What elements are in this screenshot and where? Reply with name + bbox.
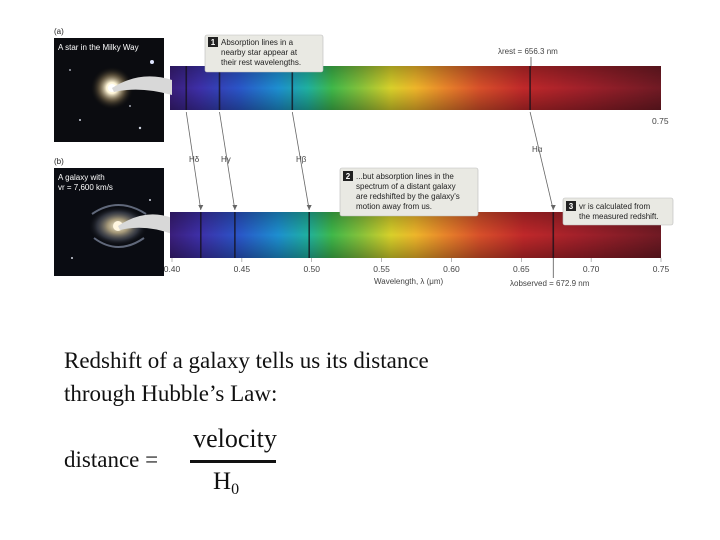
equation-lhs: distance = — [64, 447, 159, 472]
lambda-observed-label: λobserved = 672.9 nm — [510, 279, 590, 288]
connector-h-gamma — [219, 111, 236, 211]
fraction-bar — [190, 460, 276, 463]
wavelength-axis-label: Wavelength, λ (μm) — [374, 277, 444, 286]
star-photo-label: A star in the Milky Way — [58, 43, 139, 52]
callout-2-number: 2 — [346, 172, 351, 181]
connector-h-delta — [185, 111, 202, 211]
equation-denominator-symbol: H — [213, 468, 232, 495]
connector-arrowhead-h-alpha — [550, 205, 556, 210]
callout-3: 3 vr is calculated from the measured red… — [562, 197, 674, 226]
label-h-alpha: Hα — [532, 145, 543, 154]
axis-tick-label: 0.45 — [234, 264, 251, 274]
callout-2: 2 ...but absorption lines in the spectru… — [339, 167, 479, 217]
rest-spectrum — [170, 66, 661, 110]
lambda-rest-label: λrest = 656.3 nm — [498, 47, 558, 56]
callout-1-line-2: nearby star appear at — [221, 48, 298, 57]
spectrum-figure: (a) A star in the Milky Way 0.75 λrest =… — [54, 27, 674, 288]
label-h-beta: Hβ — [296, 155, 307, 164]
panel-a-axis-end: 0.75 — [652, 116, 669, 126]
callout-3-line-2: the measured redshift. — [579, 212, 659, 221]
panel-a-letter: (a) — [54, 27, 64, 36]
axis-tick-label: 0.70 — [583, 264, 600, 274]
callout-1: 1 Absorption lines in a nearby star appe… — [204, 34, 324, 73]
axis-tick-label: 0.55 — [373, 264, 390, 274]
axis-tick-label: 0.75 — [653, 264, 670, 274]
equation-numerator: velocity — [193, 424, 277, 453]
wavelength-axis-ticks: 0.40 0.45 0.50 0.55 0.60 0.65 0.70 0.75 — [164, 258, 670, 278]
observed-absorption-lines — [199, 212, 555, 258]
label-h-delta: Hδ — [189, 155, 200, 164]
axis-tick-label: 0.60 — [443, 264, 460, 274]
panel-b-letter: (b) — [54, 157, 64, 166]
redshift-connectors — [185, 111, 556, 211]
connector-arrowhead-h-gamma — [232, 205, 238, 210]
axis-tick-label: 0.40 — [164, 264, 181, 274]
galaxy-photo-label-1: A galaxy with — [58, 173, 105, 182]
label-h-gamma: Hγ — [221, 155, 231, 164]
callout-2-line-4: motion away from us. — [356, 202, 432, 211]
callout-3-number: 3 — [569, 202, 574, 211]
connector-h-alpha — [529, 111, 554, 211]
callout-1-line-1: Absorption lines in a — [221, 38, 294, 47]
galaxy-photo-label-2: vr = 7,600 km/s — [58, 183, 113, 192]
callout-2-line-2: spectrum of a distant galaxy — [356, 182, 456, 191]
callout-2-line-3: are redshifted by the galaxy's — [356, 192, 460, 201]
connector-arrowhead-h-delta — [198, 205, 204, 210]
rest-absorption-lines — [185, 66, 531, 110]
equation-denominator: H0 — [213, 468, 239, 499]
caption-line-2: through Hubble’s Law: — [64, 381, 278, 406]
callout-2-line-1: ...but absorption lines in the — [356, 172, 454, 181]
callout-1-line-3: their rest wavelengths. — [221, 58, 301, 67]
star-to-spectrum-arrow — [112, 76, 172, 95]
axis-tick-label: 0.65 — [513, 264, 530, 274]
slide-caption: Redshift of a galaxy tells us its distan… — [64, 344, 429, 410]
callout-3-line-1: vr is calculated from — [579, 202, 650, 211]
caption-line-1: Redshift of a galaxy tells us its distan… — [64, 348, 429, 373]
callout-1-number: 1 — [211, 38, 216, 47]
connector-arrowhead-h-beta — [306, 205, 312, 210]
galaxy-to-spectrum-arrow — [118, 214, 172, 234]
axis-tick-label: 0.50 — [303, 264, 320, 274]
equation-subscript: 0 — [231, 481, 240, 498]
connector-h-beta — [291, 111, 310, 211]
